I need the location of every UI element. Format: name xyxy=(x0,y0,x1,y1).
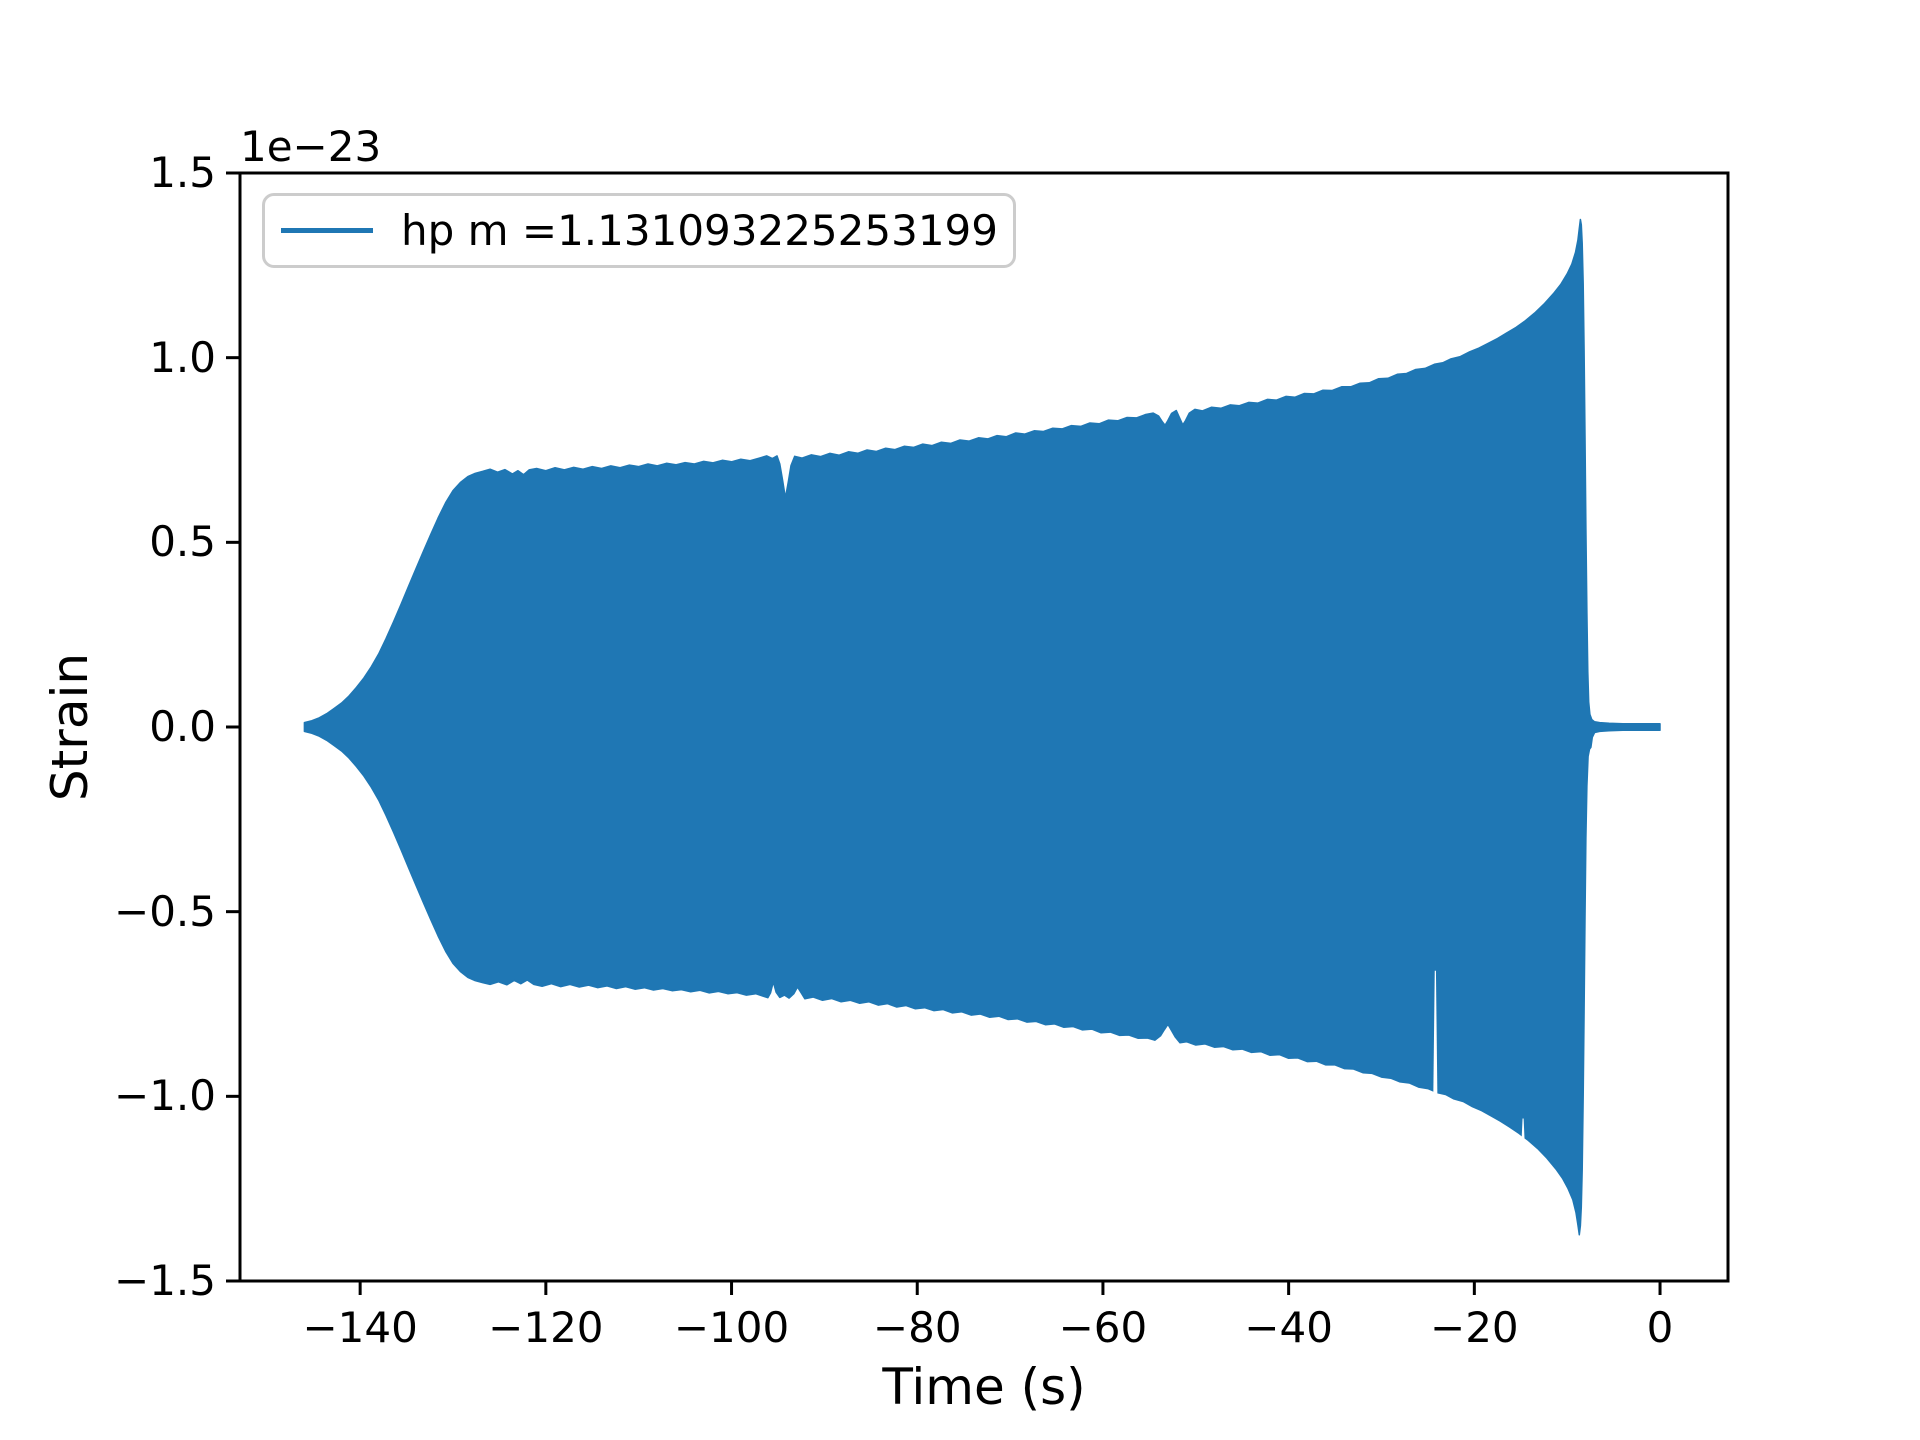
y-tick-label: 1.5 xyxy=(149,148,216,197)
envelope-dropout xyxy=(1433,970,1438,1101)
x-tick-label: 0 xyxy=(1646,1303,1674,1352)
y-tick-label: 0.0 xyxy=(149,702,216,751)
x-tick-label: −80 xyxy=(872,1303,962,1352)
y-tick-label: 0.5 xyxy=(149,517,216,567)
y-axis-offset-text: 1e−23 xyxy=(240,122,382,171)
legend-entry-label: hp m =1.131093225253199 xyxy=(401,205,998,255)
x-tick-label: −40 xyxy=(1244,1303,1333,1352)
envelope-dropout-gaps xyxy=(1433,970,1525,1149)
y-tick-label: −1.0 xyxy=(114,1071,216,1121)
y-tick-label: −1.5 xyxy=(114,1256,216,1305)
y-axis-ticks xyxy=(226,171,240,1283)
envelope-dropout xyxy=(1521,1118,1525,1149)
legend-box: hp m =1.131093225253199 xyxy=(262,193,1016,268)
x-tick-label: −100 xyxy=(673,1303,790,1352)
y-tick-label: −0.5 xyxy=(114,886,216,936)
legend-line-sample xyxy=(281,228,373,233)
waveform-strain-series xyxy=(303,218,1661,1236)
x-tick-label: −120 xyxy=(488,1303,604,1352)
x-axis-ticks xyxy=(358,1281,1662,1295)
x-axis-title: Time (s) xyxy=(882,1358,1086,1416)
x-tick-label: −60 xyxy=(1058,1303,1148,1352)
y-tick-label: 1.0 xyxy=(149,332,216,382)
x-tick-label: −20 xyxy=(1430,1303,1519,1352)
x-tick-label: −140 xyxy=(302,1303,418,1352)
y-axis-title: Strain xyxy=(41,652,99,802)
